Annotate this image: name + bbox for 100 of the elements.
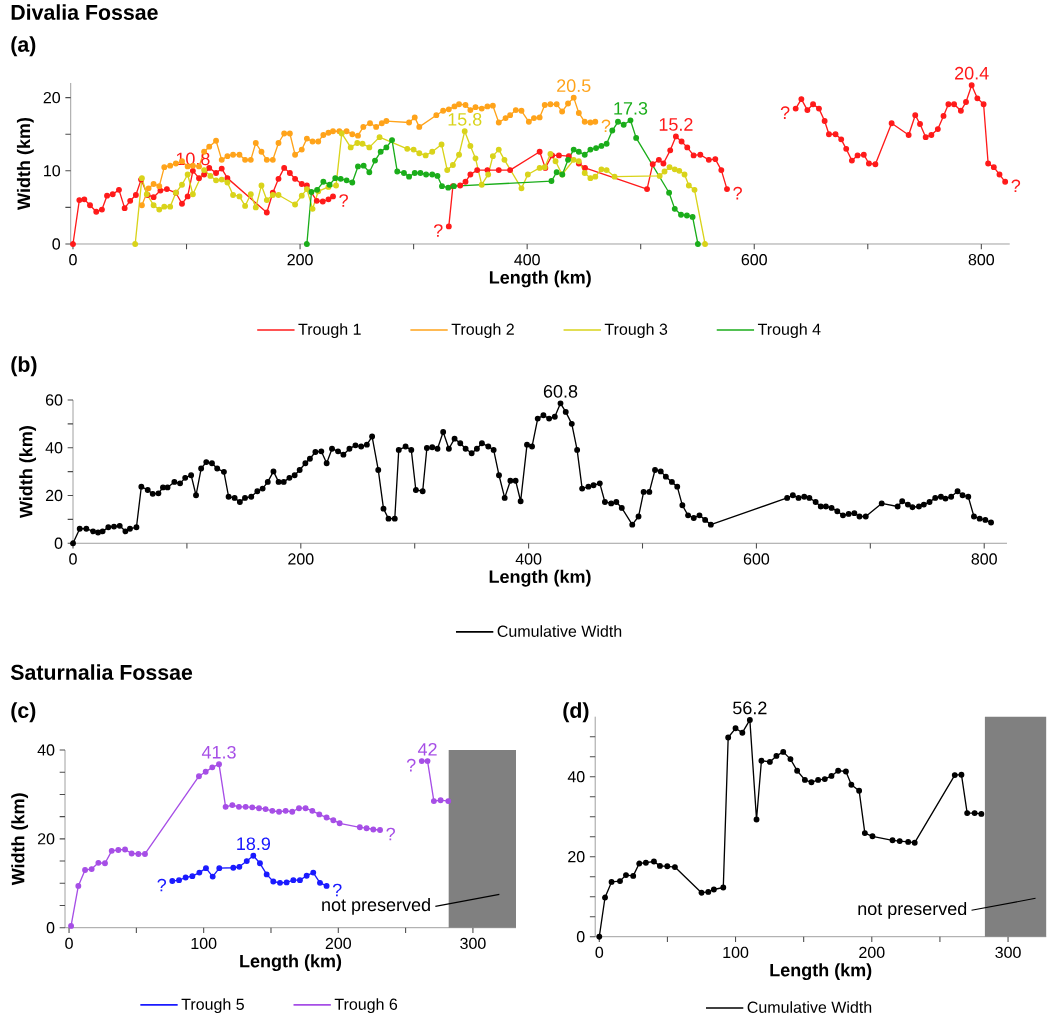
y-tick-label: 60: [45, 394, 63, 406]
point: [176, 877, 182, 884]
annotation: 15.8: [448, 112, 482, 126]
point: [889, 837, 896, 844]
point: [720, 884, 727, 891]
x-tick-label: 200: [859, 946, 885, 959]
point: [68, 922, 74, 929]
y-tick-label: 20: [45, 489, 63, 502]
point: [666, 189, 673, 196]
point: [445, 184, 452, 191]
y-axis-title: Width (km): [19, 426, 37, 519]
chart-subtitle: (a): [11, 36, 36, 57]
annotation: ?: [339, 194, 348, 207]
point: [355, 163, 361, 170]
point: [627, 117, 634, 124]
point: [309, 807, 316, 814]
x-axis-title: Length (km): [489, 569, 591, 587]
point: [861, 830, 868, 837]
point: [570, 146, 577, 153]
legend-label: Trough 2: [451, 323, 514, 339]
point: [598, 142, 605, 149]
point: [575, 148, 582, 155]
point: [182, 874, 189, 881]
point: [256, 805, 262, 812]
x-tick-label: 0: [69, 254, 77, 266]
point: [656, 862, 663, 869]
point: [705, 888, 712, 895]
annotation: ?: [601, 119, 611, 133]
annotation: ?: [433, 224, 443, 237]
point: [951, 772, 958, 779]
point: [372, 157, 378, 164]
point: [636, 860, 643, 867]
annotation: ?: [386, 827, 395, 841]
point: [548, 178, 555, 184]
x-tick-label: 0: [69, 553, 77, 565]
point: [310, 869, 317, 876]
point: [135, 851, 142, 857]
x-tick-label: 100: [723, 946, 749, 959]
point: [336, 820, 343, 827]
point: [128, 850, 135, 857]
point: [615, 118, 621, 125]
point: [95, 859, 102, 866]
point: [320, 178, 327, 185]
point: [317, 879, 323, 886]
y-tick-label: 0: [54, 537, 63, 549]
point: [423, 171, 430, 178]
point: [766, 758, 773, 765]
point: [303, 241, 310, 247]
point: [75, 883, 82, 889]
point: [343, 177, 350, 184]
point: [349, 179, 356, 186]
point: [216, 865, 223, 872]
annotation: 41.3: [201, 745, 236, 759]
y-tick-label: 0: [52, 238, 61, 250]
point: [411, 170, 418, 176]
point: [710, 886, 717, 893]
x-tick-label: 200: [325, 937, 352, 950]
point: [250, 852, 257, 859]
point: [290, 877, 297, 884]
point: [650, 858, 657, 865]
point: [815, 776, 822, 783]
point: [257, 860, 263, 867]
annotation: ?: [733, 186, 742, 200]
x-axis-title: Length (km): [770, 963, 872, 981]
point: [633, 134, 640, 141]
point: [203, 865, 209, 872]
point: [209, 764, 216, 771]
annotation: 56.2: [733, 701, 767, 715]
x-tick-label: 600: [741, 254, 767, 266]
point: [389, 137, 395, 144]
point: [88, 866, 95, 872]
point: [958, 771, 965, 778]
point: [82, 867, 88, 873]
y-tick-label: 40: [37, 744, 55, 756]
y-tick-label: 20: [37, 833, 55, 845]
x-tick-label: 0: [65, 937, 73, 950]
point: [418, 758, 425, 765]
point: [828, 772, 835, 779]
point: [848, 781, 855, 788]
point: [282, 807, 289, 814]
x-tick-label: 0: [595, 946, 604, 959]
y-tick-label: 0: [46, 922, 55, 934]
point: [664, 863, 671, 870]
point: [236, 863, 243, 870]
point: [835, 767, 842, 774]
y-tick-label: 20: [568, 851, 585, 863]
point: [694, 241, 701, 247]
point: [216, 761, 222, 768]
point: [323, 883, 330, 889]
point: [249, 804, 256, 811]
point: [678, 211, 684, 218]
point: [602, 894, 608, 901]
point: [971, 810, 978, 817]
point: [102, 860, 108, 867]
point: [337, 175, 344, 182]
point: [683, 212, 690, 219]
point: [230, 864, 237, 871]
point: [296, 805, 302, 812]
point: [363, 825, 370, 832]
point: [746, 716, 753, 723]
